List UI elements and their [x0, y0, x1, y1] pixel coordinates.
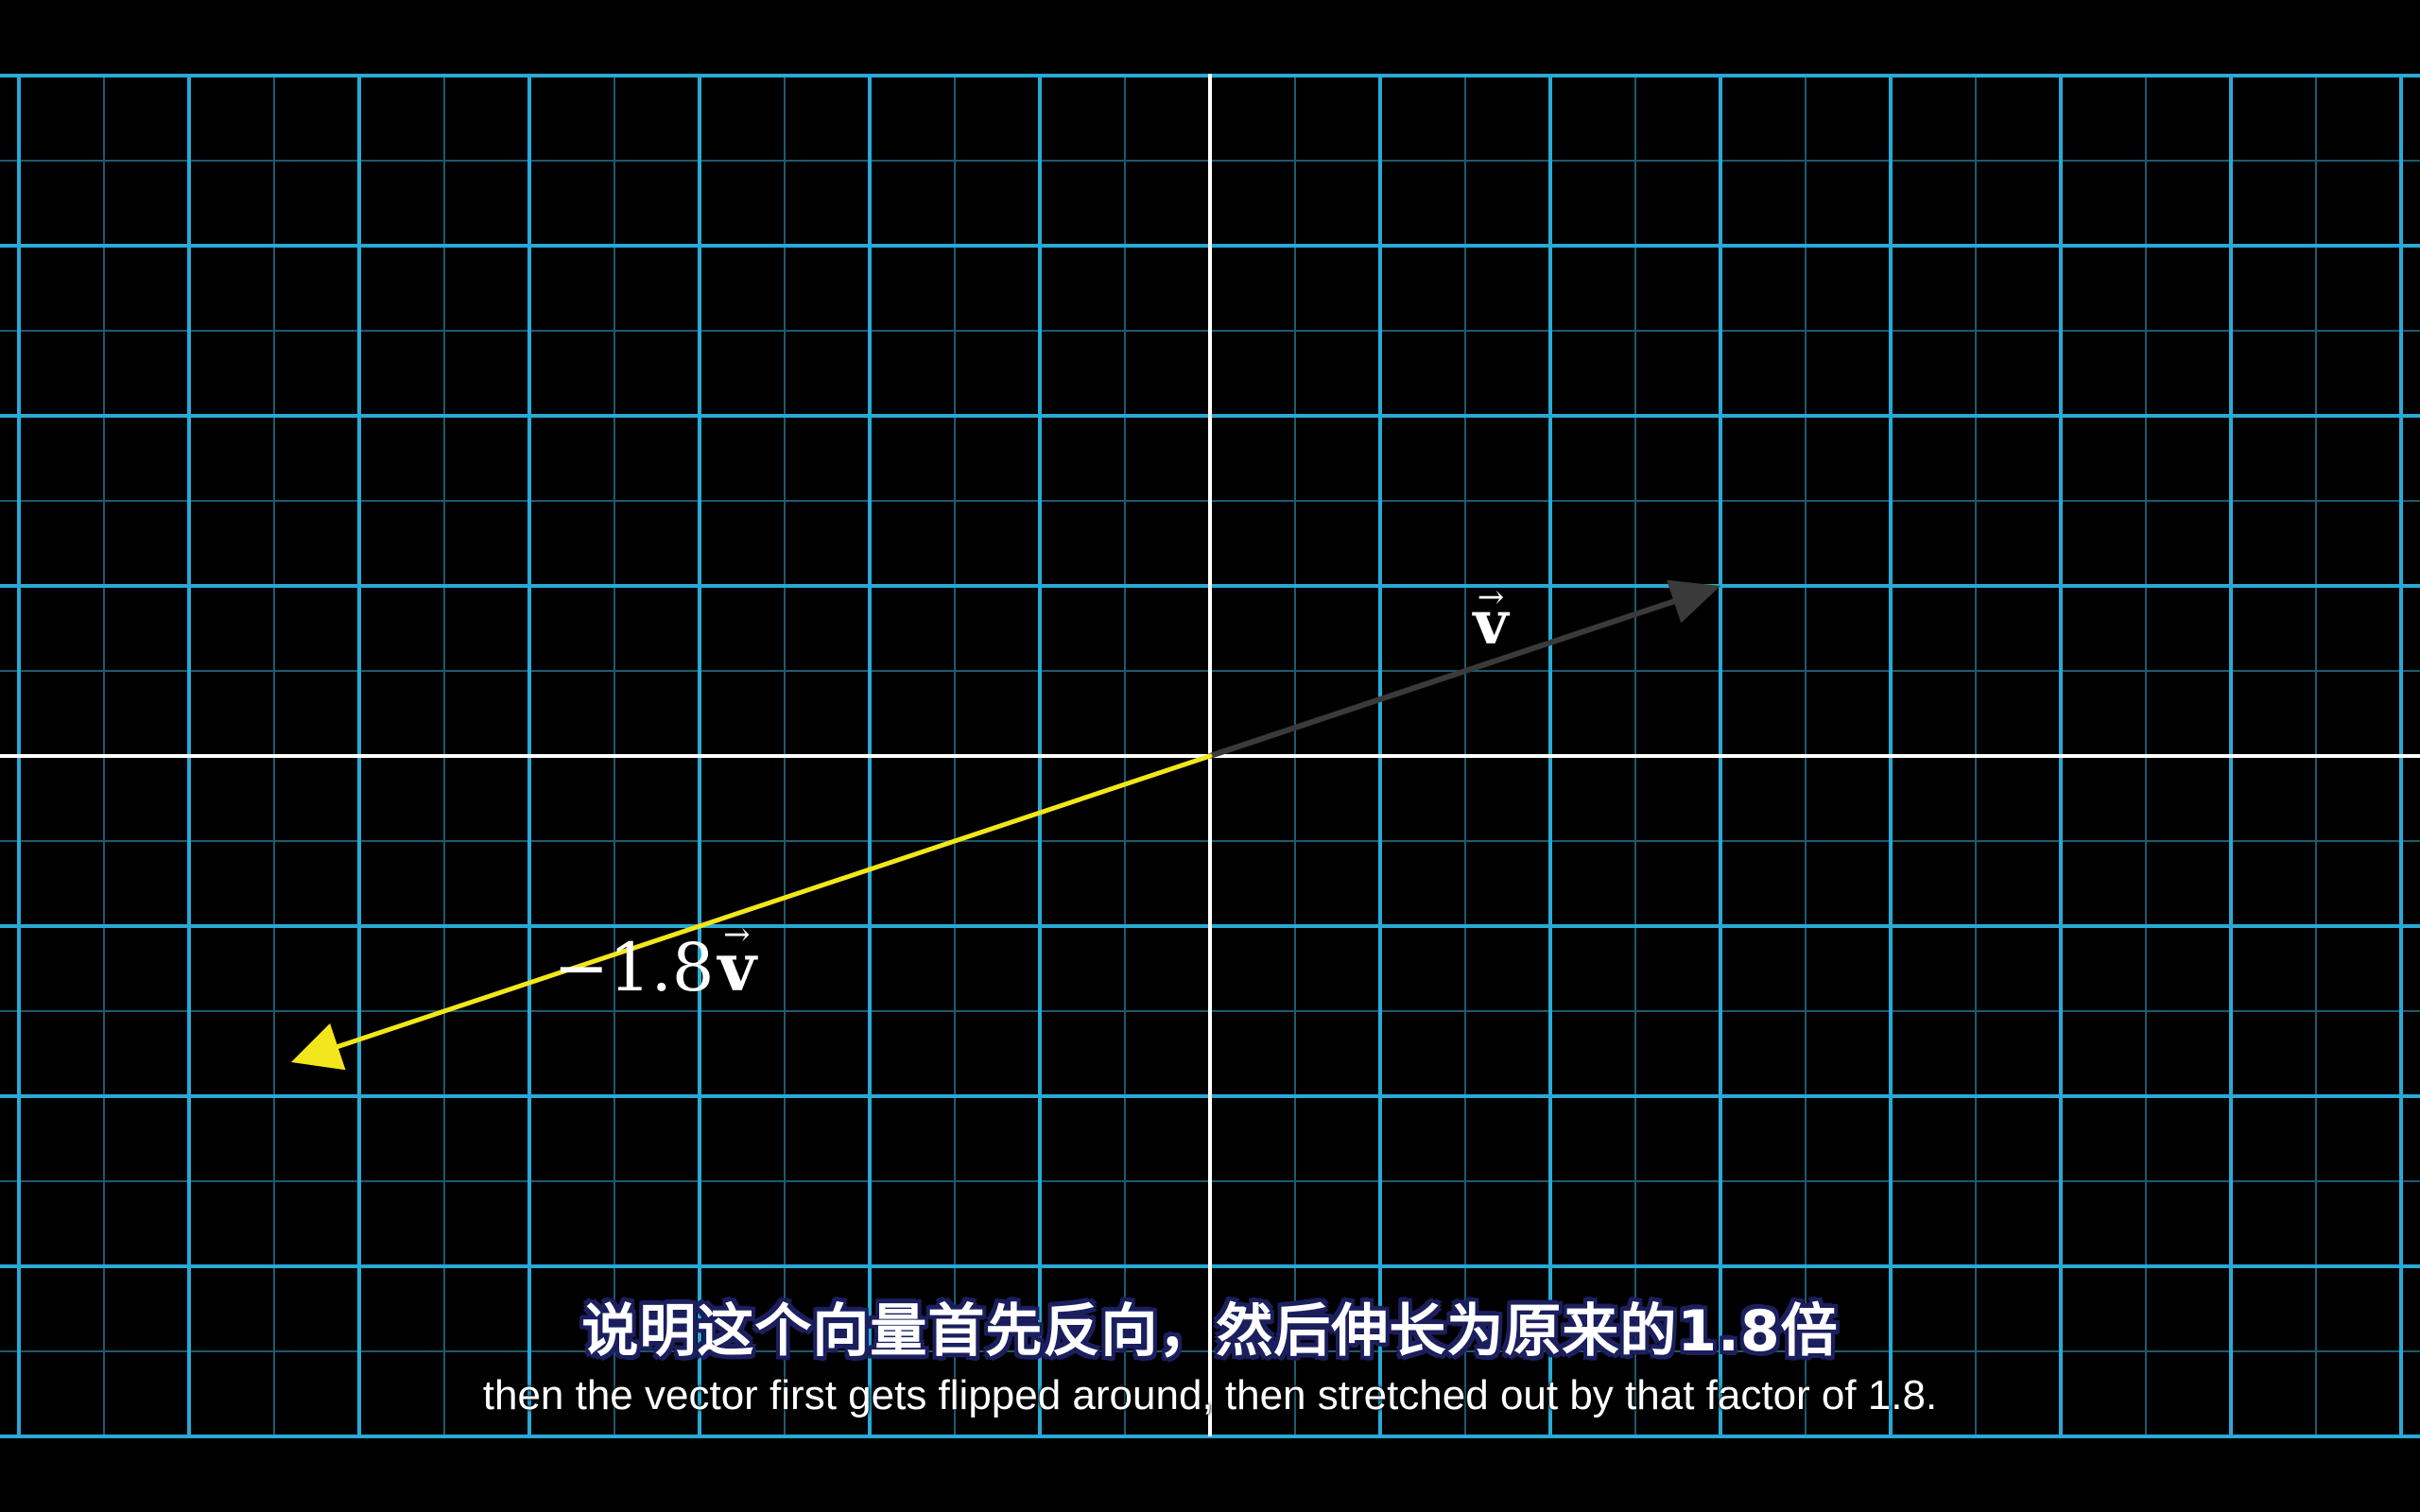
vector-v: v → — [1207, 578, 1720, 759]
subtitle-english: then the vector first gets flipped aroun… — [482, 1372, 1938, 1418]
vector-scaled-shaft — [335, 753, 1213, 1050]
vector-scaled-coefficient: −1.8 — [553, 929, 714, 1006]
vector-scaled-symbol-arrow: → — [723, 916, 751, 954]
vector-scaled-symbol: v — [716, 928, 758, 1006]
vector-v-shaft — [1207, 598, 1677, 759]
subtitle-chinese: 说明这个向量首先反向，然后伸长为原来的1.8倍 — [581, 1298, 1839, 1365]
vector-v-label: v — [1471, 588, 1510, 659]
vector-v-label-arrow: → — [1478, 578, 1505, 616]
vector-scaled-arrowhead — [291, 1022, 346, 1071]
vector-v-arrowhead — [1667, 579, 1720, 624]
vector-scaled: −1.8 v → — [291, 753, 1213, 1071]
